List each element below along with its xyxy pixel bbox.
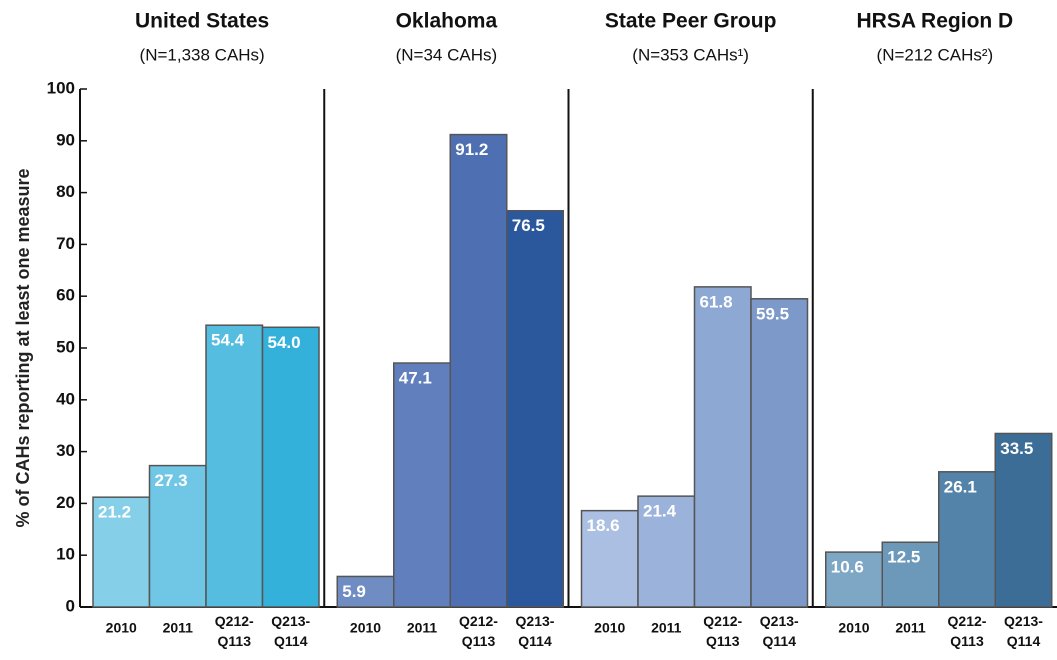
value-label: 91.2 (455, 140, 488, 159)
value-label: 33.5 (1000, 439, 1033, 458)
x-tick-label-line: Q114 (1007, 633, 1041, 649)
x-tick-label-line: Q213- (271, 613, 310, 629)
x-tick-label-line: Q113 (218, 633, 252, 649)
bar (938, 471, 996, 608)
bar (205, 324, 264, 608)
value-label: 5.9 (342, 582, 366, 601)
y-axis-label: % of CAHs reporting at least one measure (13, 168, 33, 527)
x-tick-label: 2011 (163, 620, 194, 636)
x-tick-label-line: Q213- (760, 613, 799, 629)
x-tick-label: Q212- Q113 (459, 613, 498, 649)
x-tick-label-line: Q212- (459, 613, 498, 629)
panel-title: Oklahoma (396, 10, 498, 33)
value-label: 10.6 (831, 558, 864, 577)
panel-title: State Peer Group (605, 10, 777, 33)
x-tick-label-line: Q113 (706, 633, 740, 649)
y-tick-label: 50 (56, 337, 75, 356)
value-label: 26.1 (944, 477, 977, 496)
bar (449, 133, 508, 608)
y-tick-label: 10 (56, 545, 75, 564)
panel-title: United States (135, 10, 269, 33)
panel-subtitle: (N=1,338 CAHs) (140, 45, 265, 64)
bar (637, 495, 696, 608)
bar (825, 551, 883, 608)
x-tick-label: Q213- Q114 (271, 613, 310, 649)
value-label: 12.5 (887, 548, 920, 567)
x-tick-label: Q213- Q114 (760, 613, 799, 649)
y-tick-label: 60 (56, 286, 75, 305)
bar (994, 432, 1053, 608)
y-tick-label: 80 (56, 182, 75, 201)
y-tick-label: 20 (56, 493, 75, 512)
y-tick-label: 100 (47, 78, 75, 97)
x-tick-label: 2011 (407, 620, 438, 636)
x-tick-label: 2010 (350, 620, 381, 636)
bar (393, 362, 451, 608)
x-tick-label: 2010 (838, 620, 869, 636)
panel-subtitle: (N=34 CAHs) (396, 45, 498, 64)
panel-subtitle: (N=212 CAHs²) (877, 45, 994, 64)
x-tick-label: 2011 (651, 620, 682, 636)
bar (148, 464, 207, 608)
bar (881, 541, 940, 608)
value-label: 61.8 (700, 292, 733, 311)
x-tick-label: Q212- Q113 (215, 613, 254, 649)
panel-subtitle: (N=353 CAHs¹) (632, 45, 749, 64)
x-tick-label-line: Q114 (518, 633, 552, 649)
x-tick-label: Q213- Q114 (516, 613, 555, 649)
x-tick-label-line: Q212- (703, 613, 742, 629)
x-tick-label-line: Q213- (516, 613, 555, 629)
y-tick-label: 90 (56, 130, 75, 149)
value-label: 76.5 (512, 216, 545, 235)
y-tick-label: 0 (66, 596, 75, 615)
value-label: 18.6 (587, 516, 620, 535)
y-tick-label: 40 (56, 389, 75, 408)
x-tick-label-line: Q113 (950, 633, 984, 649)
y-tick-label: 30 (56, 441, 75, 460)
x-tick-label-line: Q213- (1004, 613, 1043, 629)
x-tick-label-line: Q114 (763, 633, 797, 649)
x-tick-label-line: Q114 (274, 633, 308, 649)
panel-title: HRSA Region D (857, 10, 1014, 33)
x-tick-label: 2010 (594, 620, 625, 636)
x-tick-label: 2010 (106, 620, 137, 636)
x-tick-label-line: Q212- (215, 613, 254, 629)
value-label: 21.2 (98, 503, 131, 522)
bar (693, 286, 752, 608)
x-tick-label-line: Q113 (462, 633, 496, 649)
value-label: 47.1 (399, 369, 432, 388)
value-label: 27.3 (155, 471, 188, 490)
value-label: 59.5 (756, 304, 789, 323)
x-tick-label: Q213- Q114 (1004, 613, 1043, 649)
x-tick-label: 2011 (895, 620, 926, 636)
value-label: 21.4 (643, 502, 677, 521)
value-label: 54.4 (211, 331, 245, 350)
bar (261, 326, 320, 608)
bar (750, 298, 809, 608)
bar (580, 509, 639, 608)
x-tick-label: Q212- Q113 (703, 613, 742, 649)
value-label: 54.0 (268, 333, 301, 352)
bar (506, 209, 564, 608)
y-tick-label: 70 (56, 234, 75, 253)
x-tick-label-line: Q212- (948, 613, 987, 629)
x-tick-label: Q212- Q113 (948, 613, 987, 649)
